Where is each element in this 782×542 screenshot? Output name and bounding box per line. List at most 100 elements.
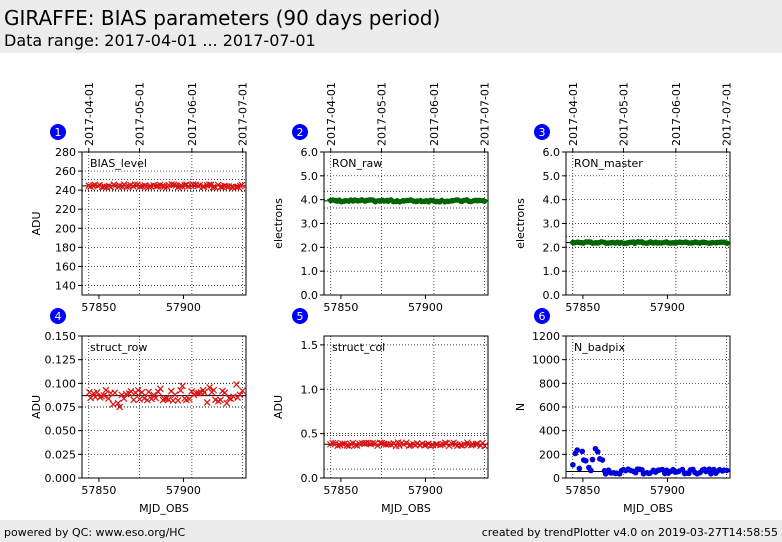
data-point [203,399,211,406]
x-tick-label: 57900 [166,484,201,497]
data-point [205,181,213,189]
data-point [724,240,730,246]
data-point [209,183,217,191]
footer-bar: powered by QC: www.eso.org/HC created by… [0,520,782,542]
y-tick-label: 1.5 [301,339,319,352]
data-point [222,182,230,190]
data-point [178,382,186,390]
y-axis-label: electrons [272,198,285,249]
panel-number-badge [292,308,308,324]
data-point [200,388,208,396]
x-tick-label: 57850 [565,484,600,497]
data-point [339,440,346,448]
x-tick-label: 57900 [166,301,201,314]
y-tick-label: 0.075 [45,401,77,414]
x-tick-label: 57850 [81,301,116,314]
y-tick-label: 2.0 [301,241,319,254]
data-point [589,456,596,463]
x-axis-label: MJD_OBS [139,502,189,515]
data-point [599,457,606,463]
data-point [150,391,158,399]
page-title: GIRAFFE: BIAS parameters (90 days period… [4,6,441,30]
top-date-label: 2017-06-01 [670,82,683,146]
y-tick-label: 5.0 [301,170,319,183]
data-point [463,439,471,447]
y-tick-label: 180 [55,241,76,254]
top-date-label: 2017-06-01 [186,82,199,146]
plot-frame [323,335,489,479]
panel-number: 5 [297,310,304,323]
y-tick-label: 0.125 [45,354,77,367]
panel-number: 3 [539,126,546,139]
panel-label: struct_row [90,341,147,354]
data-point [152,394,160,402]
data-point [576,465,583,472]
y-tick-label: 160 [55,260,76,273]
panel-number-badge [50,308,66,324]
x-axis-label: MJD_OBS [623,502,673,515]
y-axis-label: ADU [30,211,43,235]
data-point [111,389,119,397]
x-tick-label: 57850 [323,301,358,314]
top-date-label: 2017-04-01 [325,82,338,146]
panel-number-badge [292,124,308,140]
data-point [405,442,413,450]
y-tick-label: 140 [55,279,76,292]
panel-number-badge [50,124,66,140]
y-tick-label: 0.0 [301,289,319,302]
y-axis-label: electrons [514,198,527,249]
x-tick-label: 57900 [650,484,685,497]
data-point [210,386,218,394]
data-point [156,385,164,393]
panel-number: 6 [539,310,546,323]
y-tick-label: 280 [55,146,76,159]
y-tick-label: 0 [553,472,560,485]
y-tick-label: 0.025 [45,448,77,461]
plot-frame [81,151,247,296]
y-tick-label: 0.0 [301,472,319,485]
top-date-label: 2017-05-01 [617,82,630,146]
data-point [421,441,428,449]
y-tick-label: 0.050 [45,425,77,438]
y-tick-label: 0.5 [301,428,319,441]
data-point [724,467,730,474]
x-tick-label: 57850 [81,484,116,497]
panel-label: RON_raw [332,157,382,170]
data-point [206,384,214,391]
data-point [100,391,108,399]
x-tick-label: 57850 [323,484,358,497]
top-date-label: 2017-06-01 [428,82,441,146]
data-point [334,442,342,450]
y-tick-label: 5.0 [543,170,561,183]
y-tick-label: 0.150 [45,330,77,343]
data-point [138,388,146,396]
x-tick-label: 57900 [650,301,685,314]
y-tick-label: 3.0 [301,218,319,231]
data-point [225,394,233,402]
y-tick-label: 0.100 [45,377,77,390]
data-point [582,458,589,464]
data-point [574,447,581,453]
data-point [177,387,185,394]
header-bar: GIRAFFE: BIAS parameters (90 days period… [0,0,782,53]
data-point [706,466,713,473]
data-point [378,439,386,447]
data-point [221,389,229,397]
y-tick-label: 200 [55,222,76,235]
data-point [163,395,170,402]
data-point [708,470,714,477]
y-tick-label: 4.0 [301,194,319,207]
top-date-label: 2017-07-01 [721,82,734,146]
data-point [131,181,139,189]
panel-number: 4 [55,310,62,323]
y-tick-label: 800 [539,377,560,390]
data-range: Data range: 2017-04-01 ... 2017-07-01 [4,31,316,50]
data-point [102,386,110,394]
data-point [217,396,224,404]
y-tick-label: 1.0 [301,383,319,396]
y-tick-label: 1.0 [543,265,561,278]
panel-number: 2 [297,126,304,139]
data-point [171,391,179,399]
data-point [98,392,106,400]
y-tick-label: 400 [539,425,560,438]
